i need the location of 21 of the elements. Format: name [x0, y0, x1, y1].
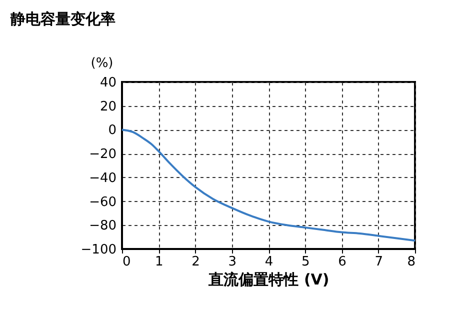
x-tick-label: 5	[301, 254, 310, 270]
x-tick-label: 6	[338, 254, 346, 270]
y-tick-label: 0	[108, 123, 116, 138]
y-axis-title: (%)	[90, 56, 114, 71]
x-tick-label: 2	[192, 254, 200, 270]
y-tick-label: 40	[100, 76, 116, 90]
x-axis-title: 直流偏置特性 (V)	[208, 270, 330, 288]
y-tick-label: −40	[89, 170, 116, 186]
x-tick-label: 4	[264, 254, 274, 270]
y-tick-label: −80	[89, 218, 116, 234]
x-tick-label: 3	[228, 254, 237, 270]
chart-title: 静电容量变化率	[9, 10, 116, 28]
x-tick-label: 1	[154, 254, 164, 270]
x-tick-label: 7	[374, 254, 384, 270]
y-tick-label: 20	[100, 99, 116, 114]
y-tick-label: −60	[89, 194, 116, 210]
y-tick-label: −20	[89, 147, 116, 162]
x-tick-label: 8	[407, 254, 416, 270]
line-series	[121, 128, 416, 242]
x-tick-label: 0	[122, 254, 131, 270]
y-tick-label: −100	[80, 242, 116, 258]
